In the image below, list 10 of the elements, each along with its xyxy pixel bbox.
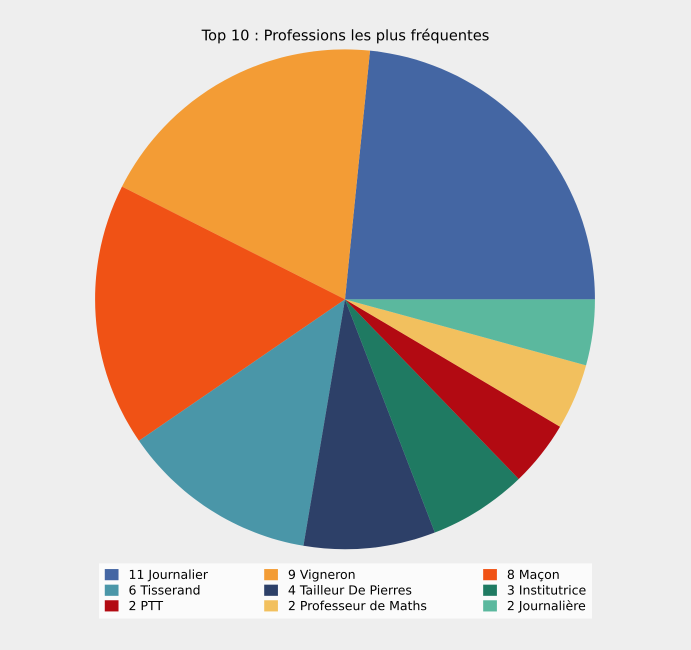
legend-label: 3 Institutrice [508, 585, 586, 595]
legend-label: 9 Vigneron [288, 569, 355, 582]
legend-label: 4 Tailleur De Pierres [288, 585, 412, 595]
legend-label: 6 Tisserand [129, 585, 200, 595]
chart-title: Top 10 : Professions les plus fréquentes [202, 28, 489, 44]
legend-label: 2 PTT [129, 600, 164, 610]
legend-label: 2 Professeur de Maths [288, 600, 426, 610]
legend-label: 2 Journalière [508, 600, 586, 613]
legend-label: 11 Journalier [130, 569, 208, 582]
legend-label: 8 Maçon [508, 570, 559, 582]
